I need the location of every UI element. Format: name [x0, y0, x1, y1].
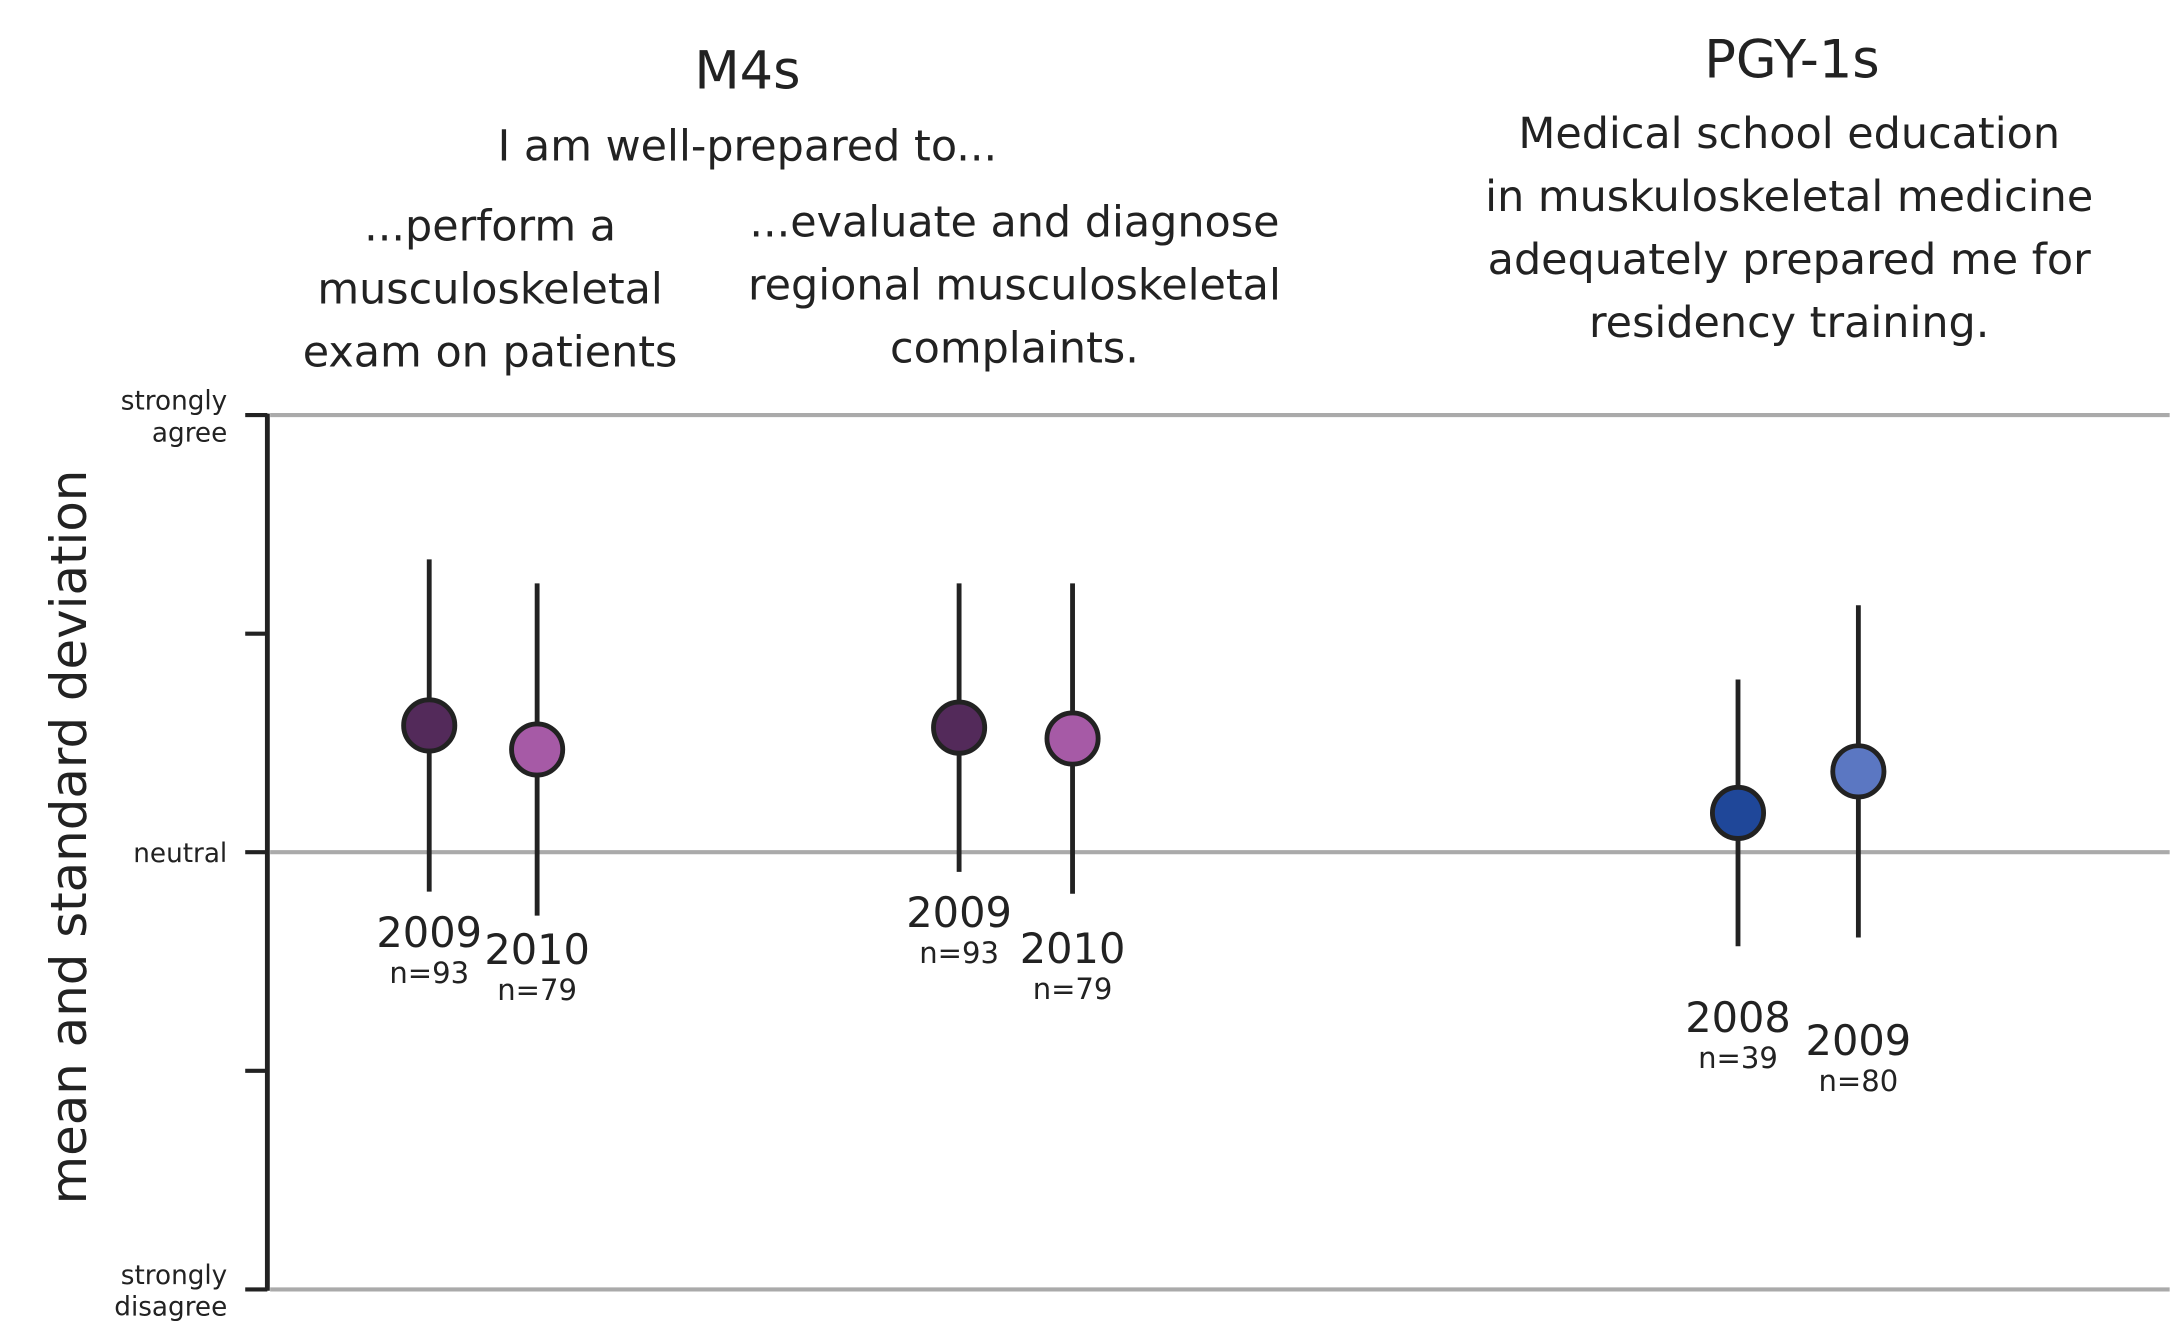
group-label: ...evaluate and diagnose — [749, 198, 1279, 248]
y-tick-label: strongly disagree — [114, 1261, 227, 1323]
n-label: n=39 — [1698, 1041, 1778, 1075]
mean-marker — [1830, 743, 1887, 800]
mean-marker — [509, 721, 566, 778]
y-axis-label: mean and standard deviation — [40, 470, 98, 1205]
header-line: residency training. — [1589, 298, 1989, 348]
group-label: ...perform a — [364, 202, 616, 252]
y-tick-label: strongly agree — [121, 387, 227, 449]
n-label: n=79 — [497, 973, 577, 1007]
header-line: Medical school education — [1518, 109, 2060, 159]
year-label: 2009 — [1806, 1016, 1912, 1065]
mean-marker — [931, 699, 988, 756]
year-label: 2009 — [906, 888, 1012, 937]
group-label: musculoskeletal — [317, 265, 662, 315]
y-tick-label: neutral — [133, 839, 227, 869]
year-label: 2010 — [484, 925, 590, 974]
header-title: M4s — [694, 41, 800, 102]
mean-marker — [401, 697, 458, 754]
mean-marker — [1709, 784, 1767, 841]
group-label: regional musculoskeletal — [748, 261, 1281, 311]
n-label: n=93 — [389, 956, 469, 990]
header-subtitle: I am well-prepared to... — [498, 121, 998, 171]
year-label: 2010 — [1020, 924, 1126, 973]
year-label: 2008 — [1685, 993, 1791, 1042]
n-label: n=93 — [919, 936, 999, 970]
n-label: n=79 — [1033, 972, 1113, 1006]
group-label: complaints. — [890, 323, 1139, 373]
group-label: exam on patients — [303, 328, 678, 378]
mean-marker — [1044, 710, 1101, 767]
header-line: in muskuloskeletal medicine — [1485, 172, 2093, 222]
header-title: PGY-1s — [1704, 29, 1879, 90]
year-label: 2009 — [376, 908, 482, 957]
n-label: n=80 — [1819, 1064, 1899, 1098]
header-line: adequately prepared me for — [1488, 235, 2091, 285]
